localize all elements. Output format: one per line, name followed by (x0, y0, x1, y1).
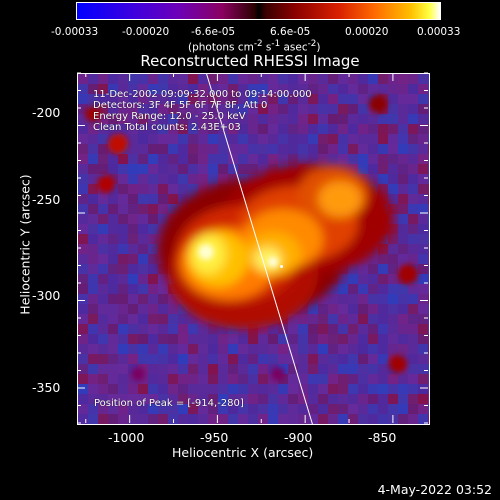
colorbar-tick: -0.00033 (51, 26, 99, 38)
colorbar-tick: 6.6e-05 (270, 26, 311, 38)
y-tick-label: -200 (32, 105, 61, 120)
peak-position-marker (280, 265, 284, 268)
rhessi-image-plot: 11-Dec-2002 09:09:32.000 to 09:14:00.000… (77, 73, 430, 425)
x-tick-label: -900 (284, 430, 313, 445)
x-tick-label: -950 (200, 430, 229, 445)
x-tick-label: -1000 (108, 430, 145, 445)
y-tick-label: -300 (32, 288, 61, 303)
render-timestamp: 4-May-2022 03:52 (377, 482, 492, 497)
colorbar (76, 2, 441, 20)
y-tick-label: -350 (32, 380, 61, 395)
info-time-range: 11-Dec-2002 09:09:32.000 to 09:14:00.000 (93, 89, 312, 100)
y-tick-label: -250 (32, 192, 61, 207)
info-detectors: Detectors: 3F 4F 5F 6F 7F 8F, Att 0 (93, 100, 268, 111)
colorbar-tick: 0.00033 (417, 26, 461, 38)
colorbar-tick: -0.00020 (122, 26, 170, 38)
observation-info: 11-Dec-2002 09:09:32.000 to 09:14:00.000… (93, 89, 312, 133)
colorbar-tick: -6.6e-05 (191, 26, 236, 38)
colorbar-unit-label: (photons cm-2 s-1 asec-2) (188, 39, 321, 54)
y-axis-label: Heliocentric Y (arcsec) (17, 174, 33, 315)
rhessi-image-canvas (78, 74, 429, 424)
x-tick-label: -850 (368, 430, 397, 445)
colorbar-tick: 0.00020 (345, 26, 389, 38)
info-method-counts: Clean Total counts: 2.43E+03 (93, 122, 241, 133)
plot-title: Reconstructed RHESSI Image (140, 52, 360, 70)
info-energy-range: Energy Range: 12.0 - 25.0 keV (93, 111, 246, 122)
x-axis-label: Heliocentric X (arcsec) (172, 445, 314, 460)
peak-position-label: Position of Peak = [-914,-280] (94, 398, 244, 409)
solar-limb-line (206, 74, 313, 424)
